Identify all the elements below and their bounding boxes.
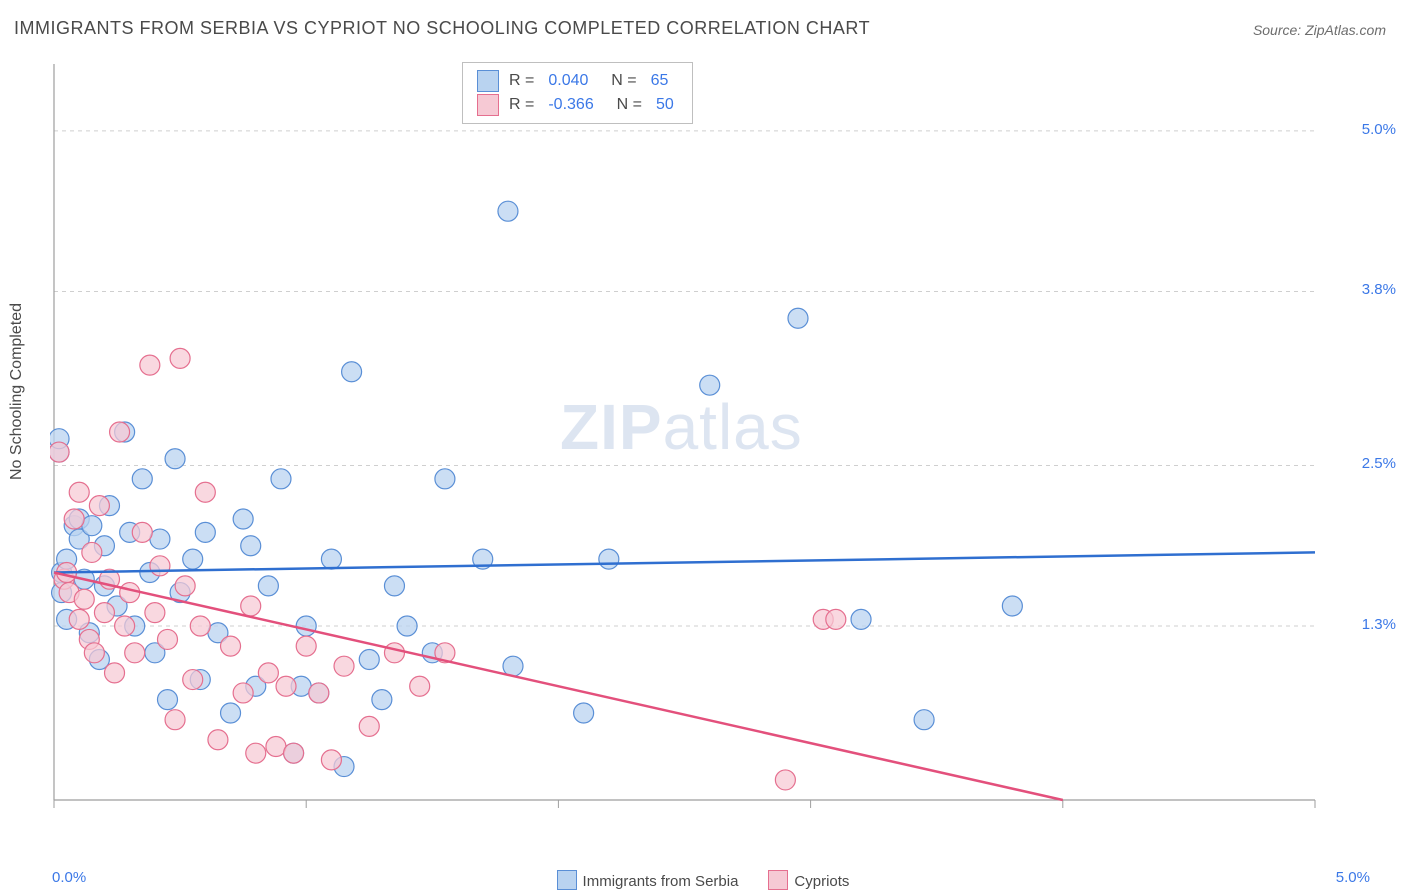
legend-item: Immigrants from Serbia — [557, 870, 739, 890]
legend-swatch — [477, 70, 499, 92]
y-tick-label: 1.3% — [1362, 616, 1396, 633]
n-value: 50 — [656, 93, 674, 117]
y-tick-label: 5.0% — [1362, 121, 1396, 138]
correlation-legend-row: R = 0.040 N = 65 — [477, 69, 678, 93]
r-value: 0.040 — [548, 69, 588, 93]
chart-title: IMMIGRANTS FROM SERBIA VS CYPRIOT NO SCH… — [14, 18, 870, 39]
n-label: N = — [608, 93, 642, 117]
series-legend: Immigrants from Serbia Cypriots — [0, 870, 1406, 890]
legend-swatch — [477, 94, 499, 116]
scatter-plot — [50, 60, 1370, 840]
legend-item: Cypriots — [768, 870, 849, 890]
correlation-legend: R = 0.040 N = 65 R = -0.366 N = 50 — [462, 62, 693, 124]
r-value: -0.366 — [548, 93, 593, 117]
r-label: R = — [509, 69, 534, 93]
y-tick-label: 2.5% — [1362, 455, 1396, 472]
y-tick-label: 3.8% — [1362, 281, 1396, 298]
r-label: R = — [509, 93, 534, 117]
correlation-legend-row: R = -0.366 N = 50 — [477, 93, 678, 117]
legend-swatch — [557, 870, 577, 890]
n-label: N = — [602, 69, 636, 93]
y-axis-label: No Schooling Completed — [8, 303, 26, 480]
source-label: Source: ZipAtlas.com — [1253, 22, 1386, 38]
legend-swatch — [768, 870, 788, 890]
n-value: 65 — [651, 69, 669, 93]
